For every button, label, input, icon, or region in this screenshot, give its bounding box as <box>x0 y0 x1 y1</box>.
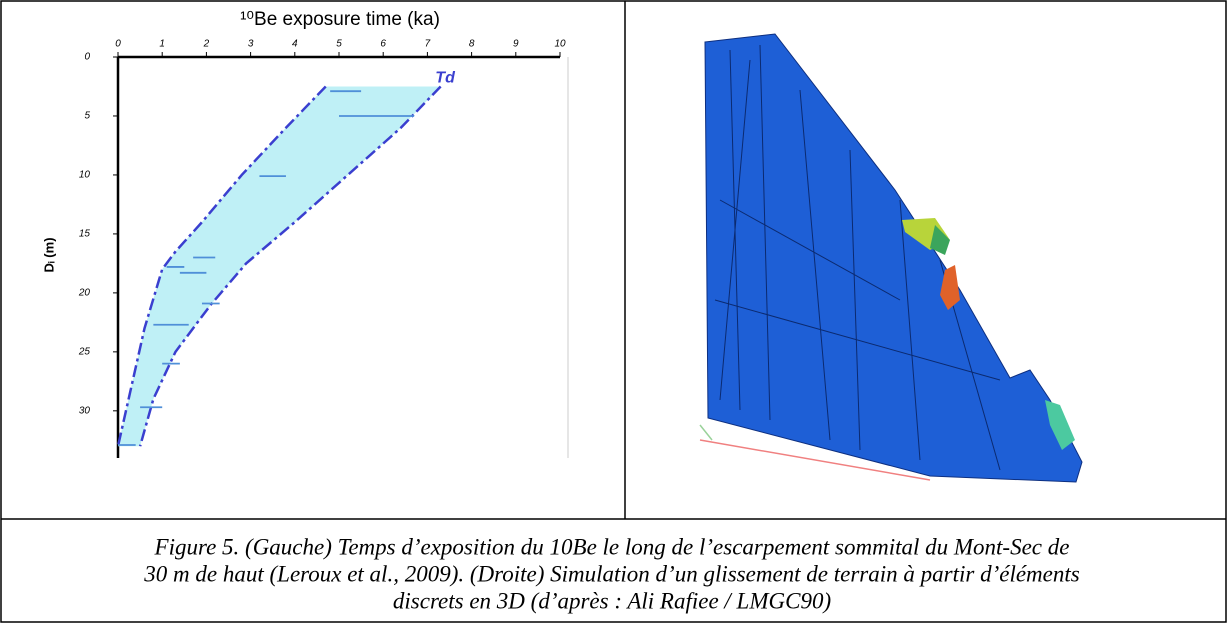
x-tick-label: 2 <box>203 39 210 50</box>
x-tick-label: 0 <box>115 39 121 50</box>
caption-line: discrets en 3D (d’après : Ali Rafiee / L… <box>393 588 831 613</box>
x-tick-label: 5 <box>336 39 342 50</box>
annotation: Td <box>435 69 456 86</box>
x-tick-label: 10 <box>554 39 566 50</box>
x-tick-label: 1 <box>159 39 165 50</box>
y-tick-label: 10 <box>79 170 91 181</box>
figure: Figure 5. (Gauche) Temps d’exposition du… <box>0 0 1227 623</box>
envelope-fill <box>118 86 441 446</box>
slope-render <box>700 34 1082 482</box>
y-tick-label: 20 <box>78 288 91 299</box>
x-tick-label: 8 <box>469 39 475 50</box>
x-tick-label: 4 <box>292 39 298 50</box>
caption-line: 30 m de haut (Leroux et al., 2009). (Dro… <box>143 561 1079 586</box>
y-axis-label: Dᵢ (m) <box>41 237 56 272</box>
x-tick-label: 6 <box>380 39 386 50</box>
y-tick-label: 5 <box>84 111 90 122</box>
x-tick-label: 9 <box>513 39 519 50</box>
caption-line: Figure 5. (Gauche) Temps d’exposition du… <box>154 534 1070 559</box>
y-tick-label: 25 <box>78 346 91 357</box>
axis-green <box>700 425 712 440</box>
chart-title: ¹⁰Be exposure time (ka) <box>240 9 440 30</box>
y-tick-label: 0 <box>84 52 90 63</box>
x-tick-label: 7 <box>425 39 431 50</box>
x-tick-label: 3 <box>248 39 254 50</box>
y-tick-label: 15 <box>79 229 91 240</box>
page: Figure 5. (Gauche) Temps d’exposition du… <box>0 0 1227 623</box>
y-tick-label: 30 <box>79 405 91 416</box>
